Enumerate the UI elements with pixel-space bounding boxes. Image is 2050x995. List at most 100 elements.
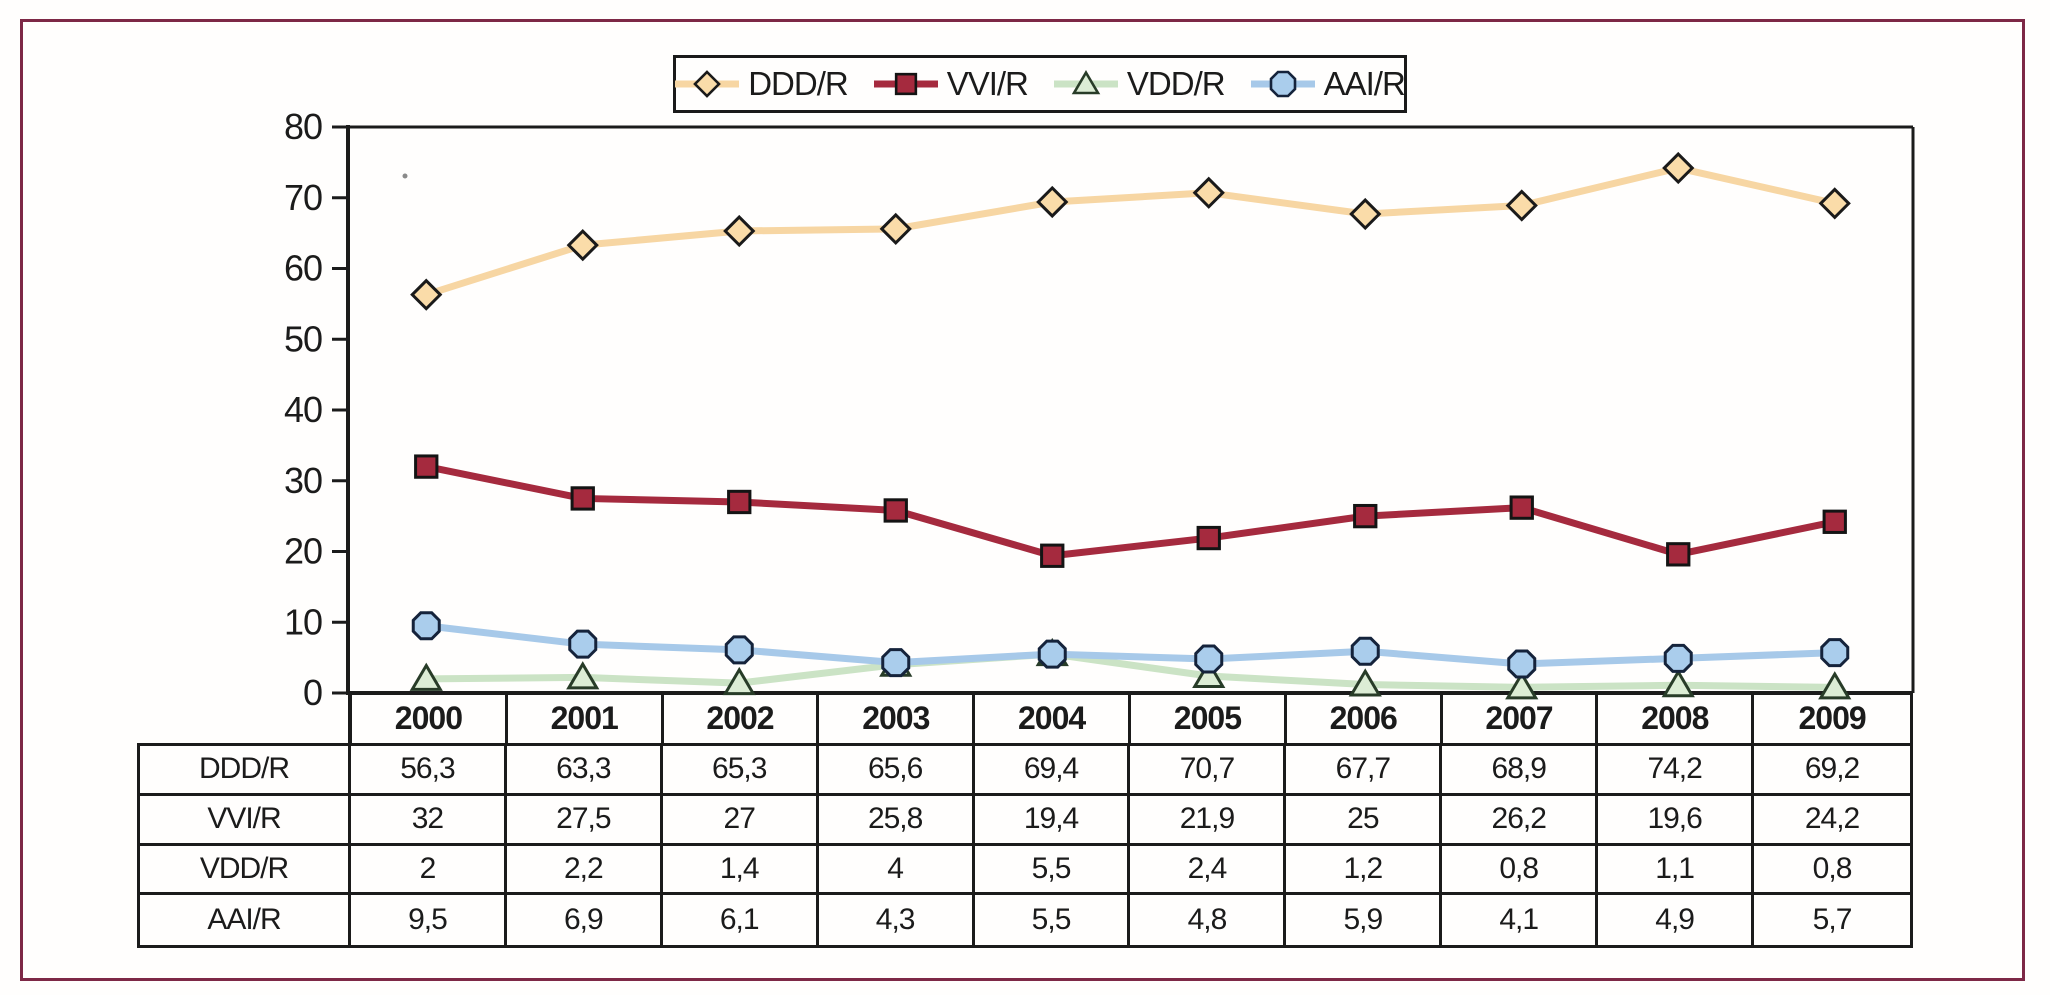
year-header-row: 2000 2001 2002 2003 2004 2005 2006 2007 2008 2009 xyxy=(348,693,1913,743)
year-header-2008: 2008 xyxy=(1598,693,1755,743)
series-marker-vvir-2003 xyxy=(883,498,908,523)
series-marker-aair-2005 xyxy=(1194,644,1224,674)
series-marker-vddr-2000 xyxy=(409,662,443,691)
legend-triangle-marker-icon xyxy=(1053,70,1118,95)
y-tick-label: 0 xyxy=(303,672,322,713)
table-cell-vddr-2004: 5,5 xyxy=(974,845,1131,896)
series-marker-aair-2002 xyxy=(724,635,754,665)
table-cell-vddr-2003: 4 xyxy=(818,845,975,896)
table-cell-dddr-2002: 65,3 xyxy=(662,746,819,796)
legend-octagon-marker-icon xyxy=(1250,70,1315,98)
table-cell-vddr-2007: 0,8 xyxy=(1442,845,1599,896)
year-header-2000: 2000 xyxy=(352,693,508,743)
table-cell-dddr-2008: 74,2 xyxy=(1598,746,1755,796)
table-cell-aair-2004: 5,5 xyxy=(975,895,1131,945)
table-cell-aair-2000: 9,5 xyxy=(351,895,507,945)
legend-item-vvir: VVI/R xyxy=(873,64,1029,104)
table-cell-aair-2009: 5,7 xyxy=(1812,903,1853,937)
year-header-2004: 2004 xyxy=(975,693,1131,743)
row-header-aair: AAI/R xyxy=(140,895,351,945)
series-marker-vddr-2009 xyxy=(1818,671,1852,700)
row-header-vddr: VDD/R xyxy=(140,845,351,896)
series-line-vddr xyxy=(422,650,1839,691)
square-marker-icon xyxy=(894,72,917,96)
series-marker-aair-2008 xyxy=(1663,643,1693,673)
row-header-vvir: VVI/R xyxy=(140,795,351,846)
legend-item-vddr: VDD/R xyxy=(1053,64,1226,104)
series-marker-dddr-2006 xyxy=(1349,197,1382,231)
y-tick-label: 80 xyxy=(284,106,322,147)
year-header-2007: 2007 xyxy=(1443,693,1599,743)
table-cell-dddr-2009: 69,2 xyxy=(1754,746,1910,796)
legend-square-marker-icon xyxy=(873,72,938,96)
series-marker-aair-2006 xyxy=(1350,636,1380,666)
legend-item-dddr: DDD/R xyxy=(675,64,849,104)
year-header-2003: 2003 xyxy=(819,693,976,743)
series-marker-aair-2007 xyxy=(1507,649,1537,679)
data-table: DDD/R 56,3 63,3 65,3 65,6 69,4 70,7 67,7 68,9 74,… xyxy=(137,743,1913,948)
table-cell-dddr-2003: 65,6 xyxy=(818,746,975,796)
series-marker-aair-2000 xyxy=(411,611,441,641)
series-marker-vvir-2002 xyxy=(727,489,752,515)
series-marker-dddr-2004 xyxy=(1036,185,1069,219)
table-cell-aair-2008: 4,9 xyxy=(1598,895,1755,945)
series-marker-dddr-2009 xyxy=(1818,187,1851,220)
legend-item-aair: AAI/R xyxy=(1250,64,1406,104)
table-cell-vvir-2000: 32 xyxy=(351,795,507,846)
legend-label: DDD/R xyxy=(748,64,848,102)
y-tick-label: 50 xyxy=(284,318,322,359)
legend-label: VDD/R xyxy=(1126,64,1226,102)
table-cell-vvir-2008: 19,6 xyxy=(1598,795,1755,846)
legend-label: AAI/R xyxy=(1323,64,1406,102)
series-marker-vddr-2007 xyxy=(1505,671,1539,700)
table-cell-aair-2001: 6,9 xyxy=(507,895,663,945)
table-cell-vvir-2009: 24,2 xyxy=(1754,796,1910,846)
series-marker-vvir-2004 xyxy=(1040,543,1065,568)
series-marker-dddr-2000 xyxy=(410,278,443,311)
series-marker-dddr-2007 xyxy=(1505,189,1538,222)
series-marker-vvir-2001 xyxy=(570,486,595,511)
series-marker-dddr-2003 xyxy=(879,212,912,246)
table-cell-dddr-2006: 67,7 xyxy=(1286,746,1443,796)
table-cell-dddr-2004: 69,4 xyxy=(974,746,1131,796)
series-marker-vvir-2007 xyxy=(1509,495,1534,520)
triangle-marker-icon xyxy=(1071,70,1101,95)
series-marker-vddr-2002 xyxy=(722,666,756,696)
series-marker-aair-2009 xyxy=(1820,638,1850,668)
table-cell-vvir-2006: 25 xyxy=(1286,795,1443,846)
y-tick-label: 70 xyxy=(284,177,322,218)
table-cell-aair-2006: 5,9 xyxy=(1286,895,1443,945)
table-cell-vvir-2005: 21,9 xyxy=(1130,795,1287,846)
series-marker-dddr-2005 xyxy=(1192,176,1225,209)
table-cell-vddr-2008: 1,1 xyxy=(1598,845,1755,896)
series-marker-aair-2001 xyxy=(568,629,598,659)
year-header-2002: 2002 xyxy=(664,693,820,743)
table-cell-aair-2002: 6,1 xyxy=(663,895,819,945)
series-marker-dddr-2001 xyxy=(566,229,599,262)
table-cell-aair-2003: 4,3 xyxy=(819,895,975,945)
series-marker-dddr-2008 xyxy=(1662,151,1695,185)
octagon-marker-icon xyxy=(1269,70,1296,98)
y-tick-label: 40 xyxy=(284,389,322,430)
legend-diamond-marker-icon xyxy=(675,70,740,98)
table-cell-vvir-2007: 26,2 xyxy=(1442,795,1599,846)
series-marker-vvir-2000 xyxy=(414,454,439,479)
year-header-2001: 2001 xyxy=(508,693,664,743)
y-tick-label: 60 xyxy=(284,248,322,289)
table-cell-vvir-2004: 19,4 xyxy=(974,795,1131,846)
series-marker-vvir-2009 xyxy=(1822,509,1847,534)
table-cell-vvir-2002: 27 xyxy=(662,795,819,846)
table-cell-dddr-2007: 68,9 xyxy=(1442,746,1599,796)
table-cell-aair-2007: 4,1 xyxy=(1442,895,1599,945)
table-cell-dddr-2000: 56,3 xyxy=(351,746,507,796)
y-tick-label: 30 xyxy=(284,460,322,501)
series-marker-vvir-2008 xyxy=(1666,542,1691,567)
year-header-2009: 2009 xyxy=(1798,699,1867,736)
table-cell-vddr-2006: 1,2 xyxy=(1286,845,1443,896)
series-line-dddr xyxy=(422,164,1839,299)
table-cell-vddr-2005: 2,4 xyxy=(1130,845,1287,896)
row-header-dddr: DDD/R xyxy=(140,746,351,796)
series-marker-vddr-2001 xyxy=(566,661,600,690)
